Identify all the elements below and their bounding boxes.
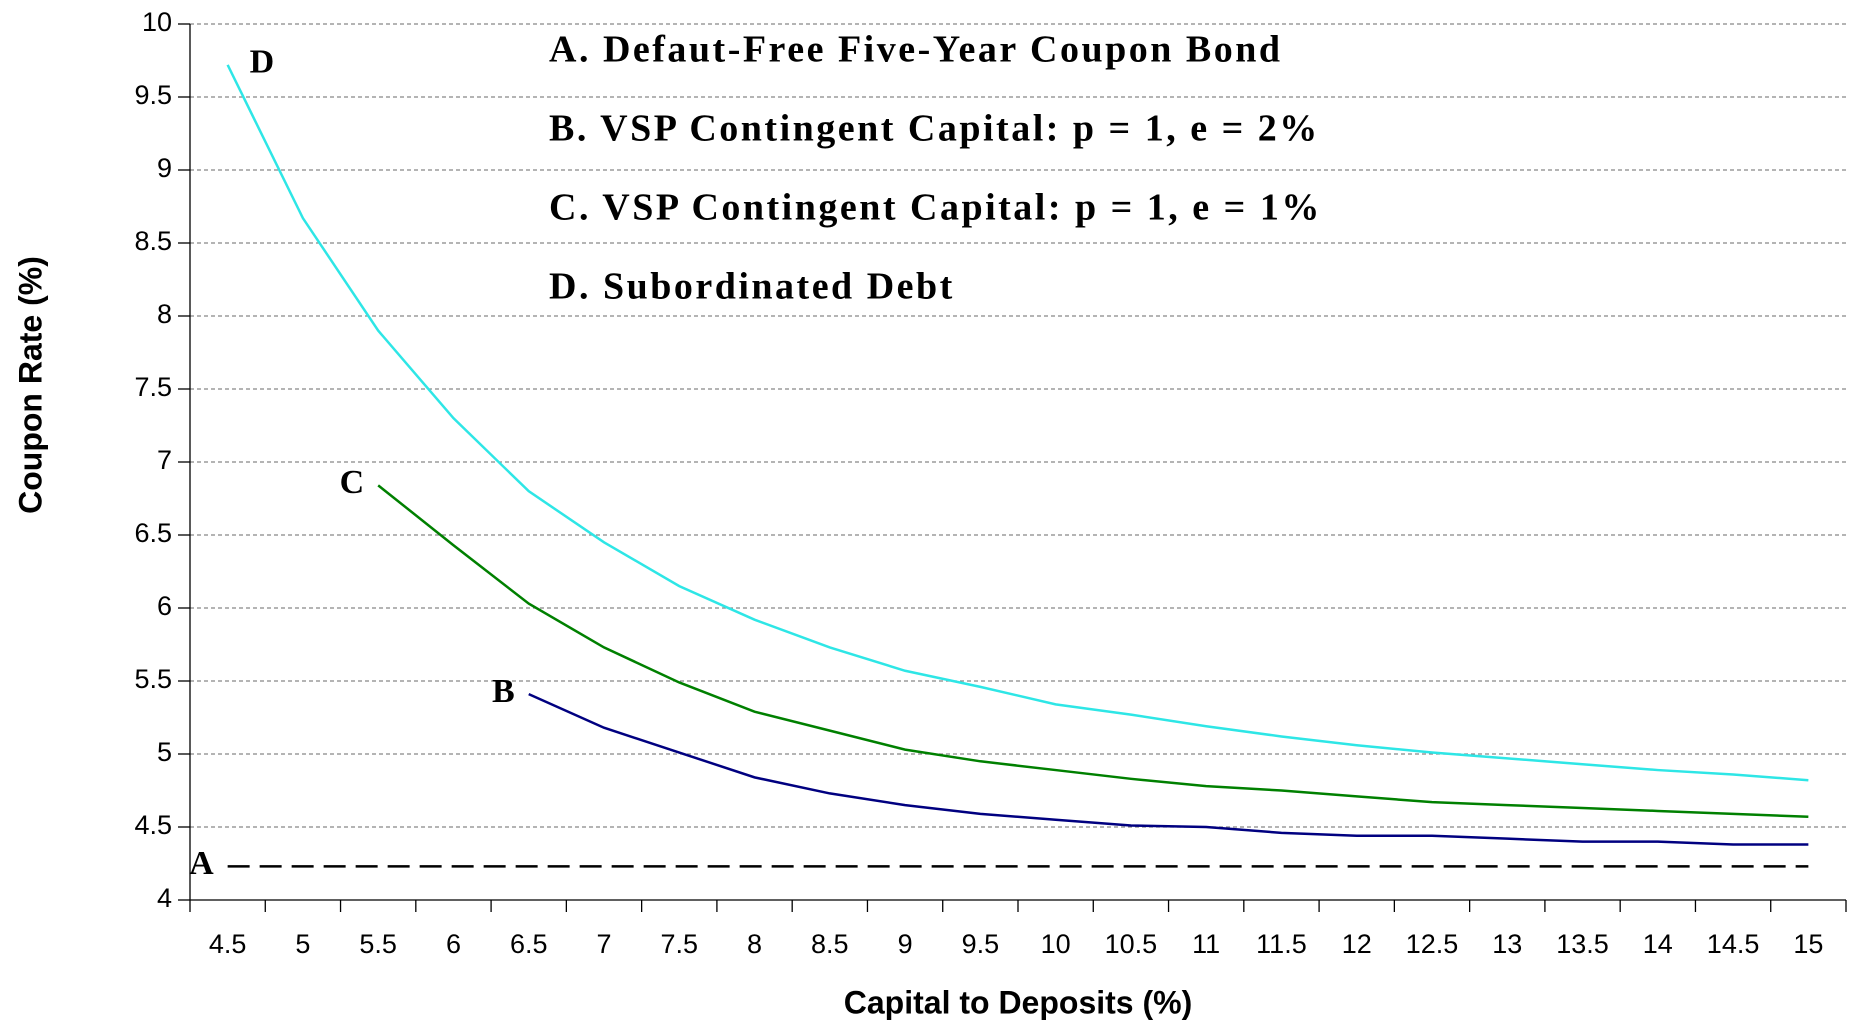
x-tick-label: 11 (1192, 929, 1220, 959)
x-tick-label: 7.5 (660, 929, 698, 959)
y-tick-label: 7.5 (134, 372, 172, 402)
y-tick-label: 5 (157, 737, 172, 767)
x-tick-label: 8.5 (811, 929, 849, 959)
series-label: A (189, 845, 214, 882)
x-axis-title: Capital to Deposits (%) (844, 984, 1192, 1020)
y-tick-label: 4 (157, 883, 172, 913)
series-line (226, 64, 1809, 782)
y-tick-label: 8.5 (134, 226, 172, 256)
x-tick-label: 5 (295, 929, 310, 959)
x-tick-label: 7 (596, 929, 611, 959)
x-tick-label: 10.5 (1105, 929, 1158, 959)
x-tick-label: 6.5 (510, 929, 548, 959)
x-tick-label: 15 (1793, 929, 1823, 959)
y-tick-label: 4.5 (134, 810, 172, 840)
y-tick-label: 9 (157, 153, 172, 183)
legend-entry: D. Subordinated Debt (549, 266, 955, 308)
legend-entry: C. VSP Contingent Capital: p = 1, e = 1% (549, 187, 1322, 229)
y-tick-label: 6.5 (134, 518, 172, 548)
x-tick-label: 14 (1643, 929, 1673, 959)
series-label: C (340, 464, 365, 501)
y-tick-label: 5.5 (134, 664, 172, 694)
y-tick-label: 7 (157, 445, 172, 475)
series-label: B (492, 673, 515, 710)
series-line (528, 692, 1809, 846)
series-label: D (250, 44, 275, 81)
legend-entry: B. VSP Contingent Capital: p = 1, e = 2% (549, 108, 1320, 150)
x-tick-label: 13.5 (1556, 929, 1609, 959)
x-tick-label: 12.5 (1406, 929, 1459, 959)
y-tick-label: 8 (157, 299, 172, 329)
x-tick-label: 11.5 (1256, 929, 1307, 959)
x-tick-label: 4.5 (209, 929, 247, 959)
x-tick-label: 9 (898, 929, 913, 959)
x-tick-label: 12 (1342, 929, 1372, 959)
x-tick-label: 8 (747, 929, 762, 959)
y-tick-label: 9.5 (134, 80, 172, 110)
y-tick-label: 6 (157, 591, 172, 621)
x-tick-label: 13 (1492, 929, 1522, 959)
x-tick-label: 9.5 (962, 929, 1000, 959)
y-tick-label: 10 (142, 7, 172, 37)
series-line (377, 484, 1809, 819)
x-tick-label: 5.5 (359, 929, 397, 959)
x-tick-label: 10 (1041, 929, 1071, 959)
x-tick-label: 6 (446, 929, 461, 959)
legend-entry: A. Defaut-Free Five-Year Coupon Bond (549, 29, 1283, 71)
y-axis-title: Coupon Rate (%) (12, 256, 48, 514)
x-tick-label: 14.5 (1707, 929, 1760, 959)
